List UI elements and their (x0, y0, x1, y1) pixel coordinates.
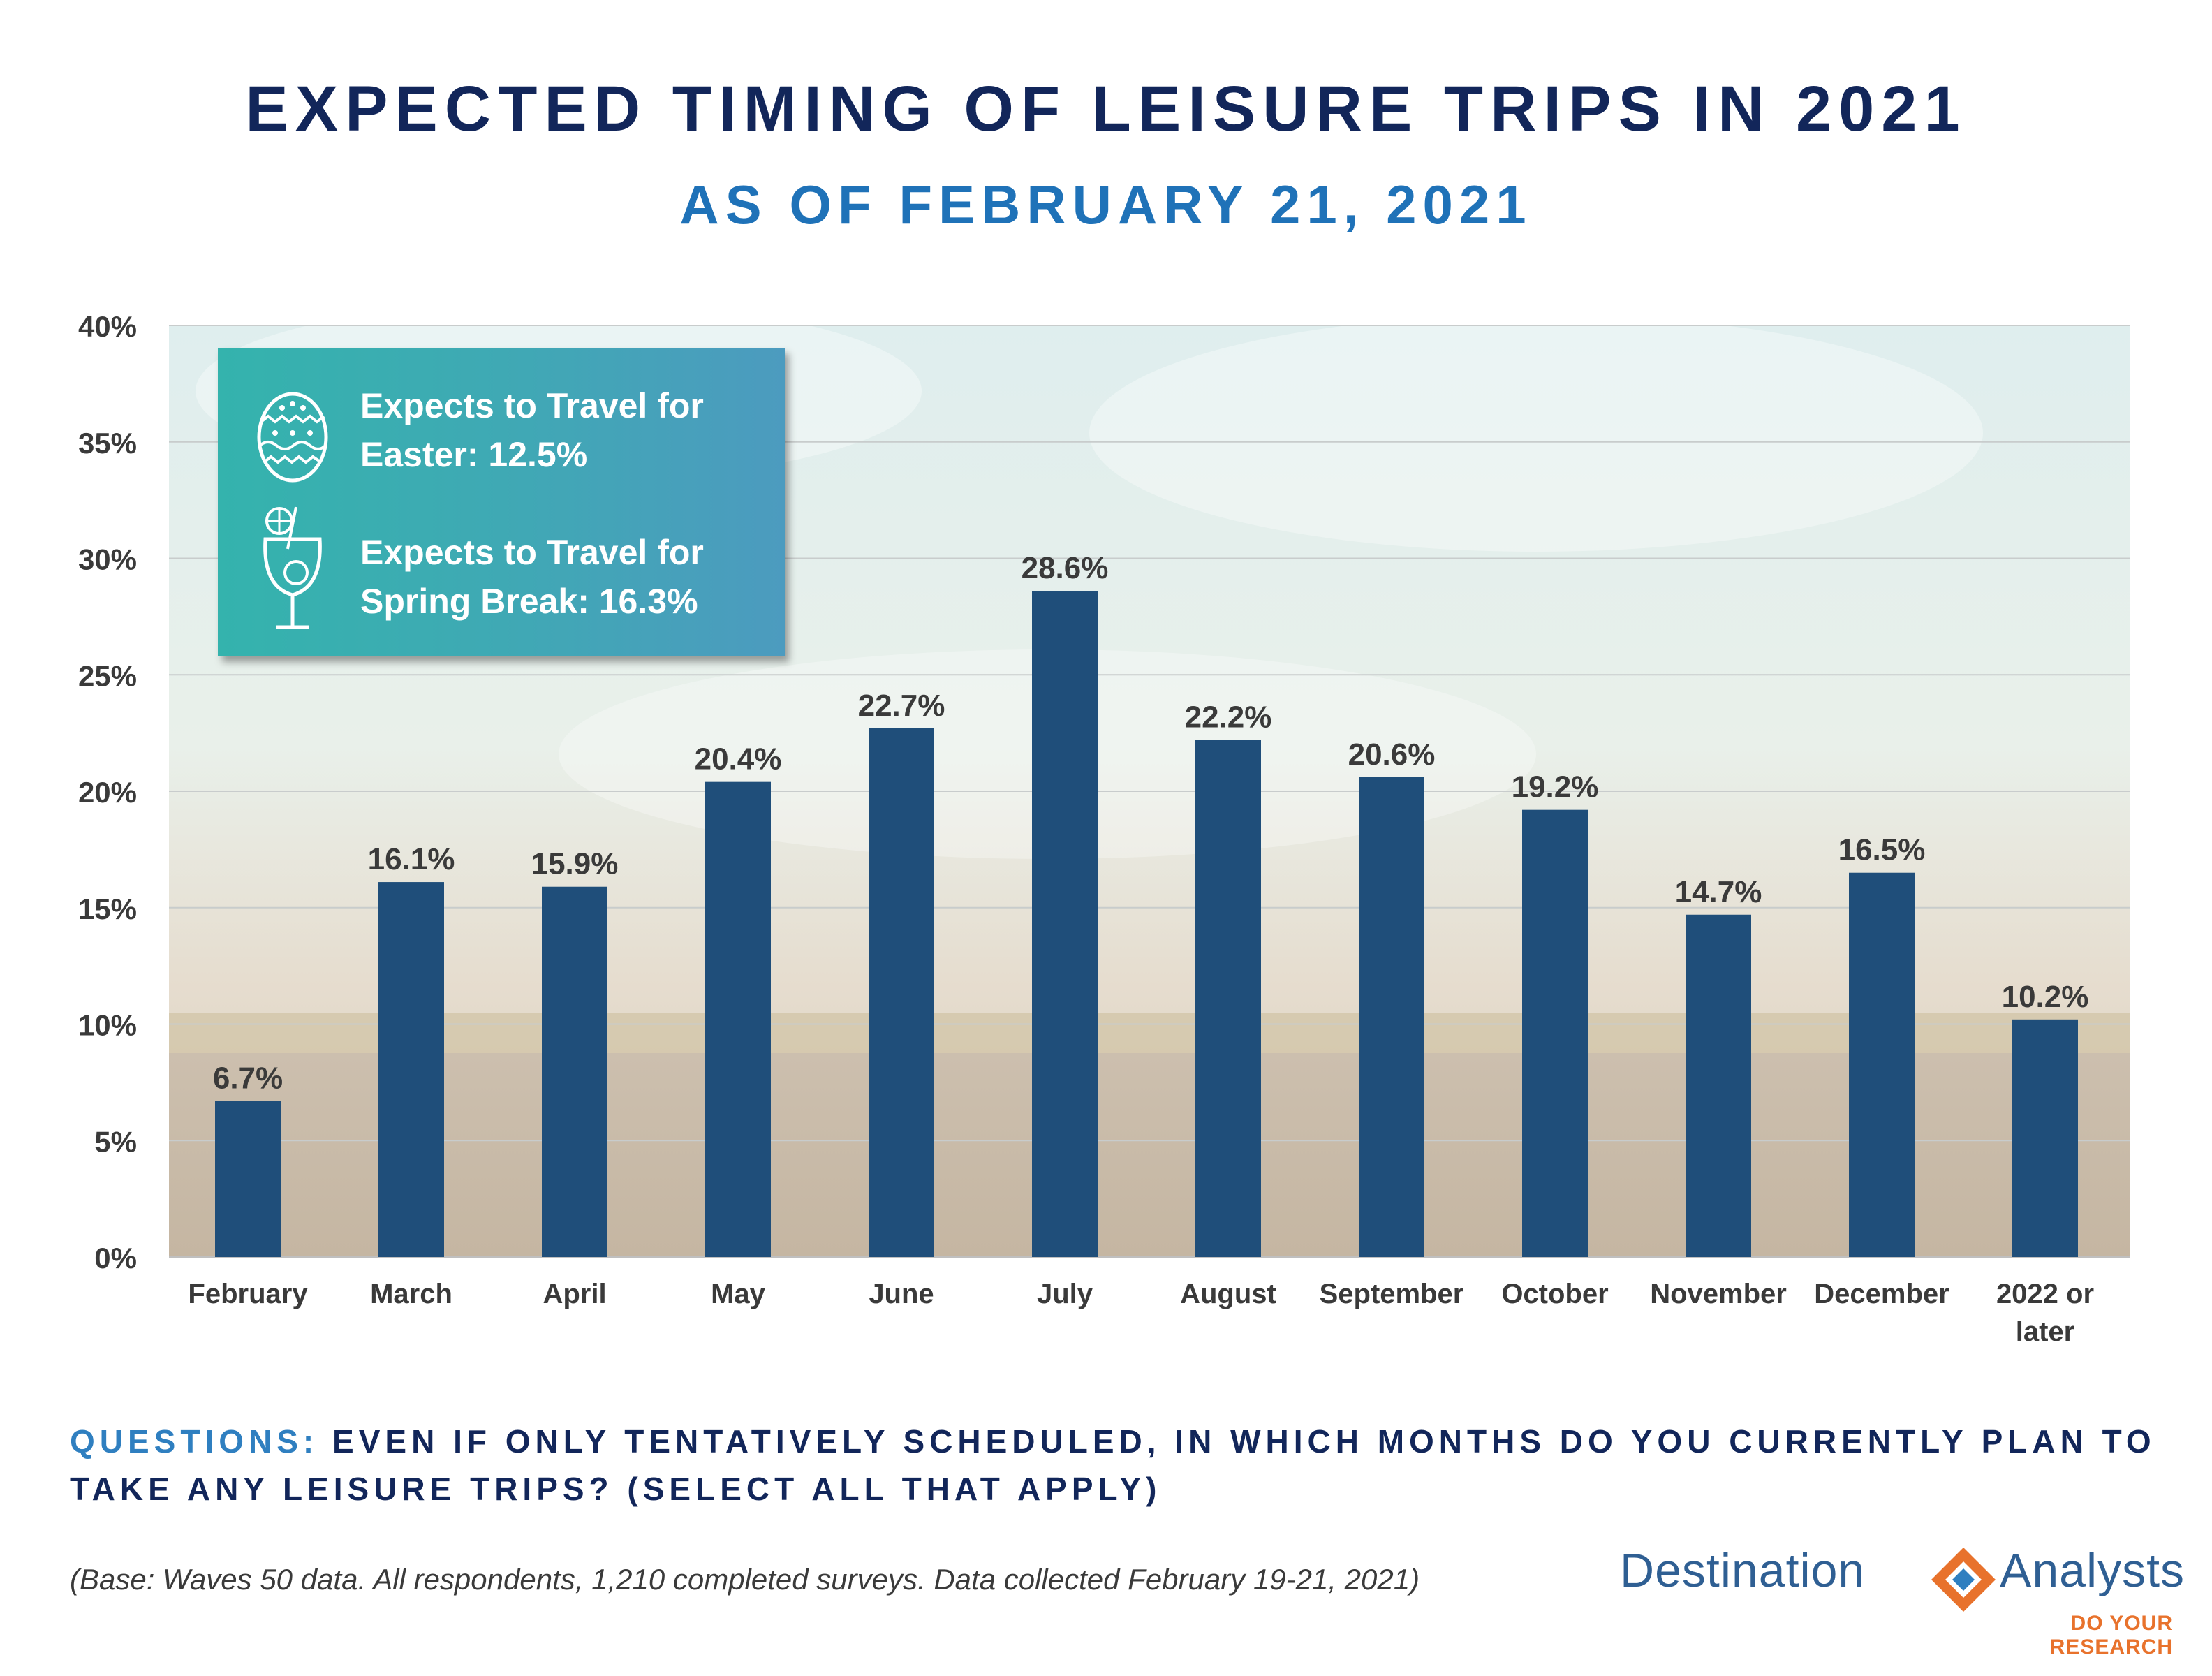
x-tick-label: December (1814, 1279, 1949, 1309)
x-tick-label: November (1650, 1279, 1787, 1309)
bar (1195, 740, 1261, 1257)
easter-egg-icon (254, 381, 331, 490)
bar (1032, 591, 1098, 1257)
data-label: 16.5% (1838, 833, 1926, 867)
y-tick-label: 20% (78, 776, 137, 809)
data-label: 15.9% (531, 847, 619, 881)
x-tick-label: July (1037, 1279, 1093, 1309)
travel-callout-box: Expects to Travel for Easter: 12.5% Expe… (218, 348, 785, 656)
data-label: 28.6% (1022, 551, 1109, 585)
chart-title: EXPECTED TIMING OF LEISURE TRIPS IN 2021 (245, 73, 1967, 145)
x-tick-label: March (370, 1279, 452, 1309)
bar (1359, 777, 1424, 1257)
bar (1849, 872, 1915, 1257)
x-tick-label: June (869, 1279, 934, 1309)
bar-chart: 0% 5% 10% 15% 20% 25% 30% 35% 40% 6.7% 16.1% 15.9%… (78, 310, 2130, 1347)
bars (215, 591, 2078, 1257)
y-tick-label: 30% (78, 543, 137, 576)
y-tick-label: 40% (78, 310, 137, 343)
logo-diamond-icon (1930, 1546, 1997, 1617)
easter-line-1: Expects to Travel for (360, 386, 704, 425)
y-tick-label: 10% (78, 1009, 137, 1042)
data-label: 14.7% (1675, 875, 1762, 909)
spring-break-callout: Expects to Travel for Spring Break: 16.3… (218, 506, 785, 654)
x-tick-label: later (2016, 1316, 2075, 1347)
bar (2012, 1019, 2078, 1257)
data-label: 20.4% (695, 742, 782, 777)
y-tick-label: 25% (78, 659, 137, 692)
survey-question: QUESTIONS: EVEN IF ONLY TENTATIVELY SCHE… (70, 1418, 2165, 1513)
y-tick-label: 15% (78, 892, 137, 925)
data-labels: 6.7% 16.1% 15.9% 20.4% 22.7% 28.6% 22.2% 20.6% 1… (213, 551, 2089, 1095)
x-tick-label: August (1180, 1279, 1276, 1309)
logo-word-analysts: Analysts (2000, 1544, 2185, 1597)
data-label: 16.1% (368, 842, 455, 876)
x-tick-label: April (543, 1279, 606, 1309)
data-label: 22.7% (858, 689, 945, 723)
bar (1522, 809, 1588, 1257)
logo-word-destination: Destination (1620, 1544, 1866, 1597)
bar (215, 1101, 281, 1257)
spring-line-1: Expects to Travel for (360, 533, 704, 572)
x-axis-ticks: February March April May June July August Septe… (188, 1279, 2094, 1347)
data-label: 10.2% (2002, 980, 2089, 1014)
bar (705, 781, 771, 1257)
question-text: EVEN IF ONLY TENTATIVELY SCHEDULED, IN W… (70, 1423, 2156, 1507)
x-tick-label: 2022 or (1996, 1279, 2094, 1309)
x-tick-label: February (188, 1279, 308, 1309)
chart-subtitle: AS OF FEBRUARY 21, 2021 (679, 174, 1533, 235)
y-tick-label: 5% (94, 1125, 137, 1158)
easter-callout: Expects to Travel for Easter: 12.5% (218, 381, 785, 507)
base-note: (Base: Waves 50 data. All respondents, 1… (70, 1563, 1420, 1596)
data-label: 22.2% (1185, 700, 1272, 735)
bar (542, 886, 607, 1257)
question-label: QUESTIONS: (70, 1423, 319, 1460)
cocktail-glass-icon (254, 500, 331, 643)
easter-line-2: Easter: 12.5% (360, 435, 588, 474)
data-label: 6.7% (213, 1061, 283, 1096)
data-label: 20.6% (1348, 737, 1436, 772)
bar (1686, 914, 1751, 1257)
x-tick-label: September (1320, 1279, 1464, 1309)
logo-tagline: DO YOUR RESEARCH (2049, 1612, 2173, 1659)
x-tick-label: May (711, 1279, 766, 1309)
y-tick-label: 35% (78, 427, 137, 460)
y-tick-label: 0% (94, 1242, 137, 1274)
y-axis-ticks: 0% 5% 10% 15% 20% 25% 30% 35% 40% (78, 310, 137, 1274)
bar (378, 882, 444, 1257)
x-tick-label: October (1501, 1279, 1608, 1309)
data-label: 19.2% (1512, 770, 1599, 804)
spring-line-2: Spring Break: 16.3% (360, 582, 698, 621)
destination-analysts-logo: Destination Analysts DO YOUR RESEARCH (1620, 1543, 2184, 1659)
bar (869, 728, 934, 1257)
